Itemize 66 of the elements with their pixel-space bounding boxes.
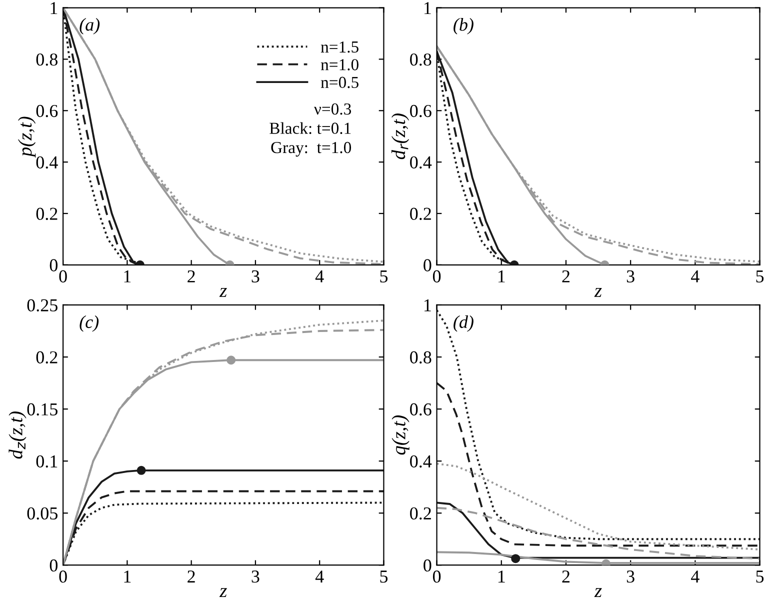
annotation: (a) [80, 18, 100, 34]
x-tick-label: 3 [626, 270, 634, 282]
x-tick-label: 3 [252, 570, 260, 583]
x-tick-label: 0 [432, 270, 441, 282]
x-tick-label: 5 [380, 270, 388, 282]
x-tick-label: 1 [498, 270, 505, 282]
y-tick-label: 0.4 [410, 455, 432, 468]
x-tick-label: 2 [562, 270, 570, 282]
y-tick-label: 0.6 [410, 403, 432, 416]
legend-label: n=1.0 [320, 59, 358, 70]
y-tick-label: 1 [50, 2, 58, 14]
x-axis-title: z [219, 588, 227, 598]
y-tick-label: 0 [50, 559, 58, 572]
y-axis-title: q(z,t) [392, 415, 410, 455]
x-tick-label: 4 [315, 270, 324, 282]
x-tick-label: 2 [562, 570, 570, 582]
x-tick-label: 5 [756, 270, 764, 282]
y-tick-label: 0.8 [410, 351, 432, 364]
y-tick-label: 1 [424, 299, 431, 312]
y-tick-label: 0.4 [410, 156, 432, 169]
y-tick-label: 0.8 [410, 53, 432, 66]
x-axis-title: z [594, 288, 602, 297]
y-tick-label: 0.6 [36, 104, 58, 118]
y-tick-label: 0.2 [410, 507, 431, 520]
x-tick-label: 1 [498, 570, 505, 582]
x-tick-label: 1 [124, 570, 131, 582]
x-tick-label: 3 [626, 570, 634, 583]
y-axis-title: d$_{r}$(z,t) [391, 114, 410, 160]
y-tick-label: 0.2 [36, 208, 58, 220]
x-tick-label: 5 [380, 570, 388, 583]
annotation: Gray: t=1.0 [271, 142, 352, 157]
y-tick-label: 0 [424, 259, 432, 272]
annotation: Black: t=0.1 [270, 122, 351, 134]
legend-label: n=1.5 [320, 41, 358, 53]
y-tick-label: 0.2 [410, 208, 431, 220]
y-tick-label: 0.15 [27, 403, 58, 416]
x-tick-label: 3 [252, 270, 260, 282]
x-tick-label: 2 [188, 570, 195, 582]
y-tick-label: 0 [424, 559, 432, 572]
y-tick-label: 0.05 [27, 507, 58, 520]
x-tick-label: 4 [691, 270, 700, 282]
x-tick-label: 1 [124, 270, 131, 282]
y-axis-title: d$_{z}$(z,t) [8, 411, 26, 459]
y-tick-label: 0 [50, 259, 58, 272]
y-tick-label: 0.6 [410, 104, 432, 118]
x-tick-label: 4 [315, 570, 324, 582]
y-axis-title: p(z,t) [18, 116, 36, 158]
annotation: (c) [80, 315, 99, 332]
x-tick-label: 2 [188, 270, 195, 282]
y-tick-label: 1 [424, 2, 431, 14]
y-tick-label: 0.25 [27, 299, 58, 312]
x-tick-label: 0 [59, 570, 67, 583]
y-tick-label: 0.2 [36, 351, 58, 364]
annotation: (d) [454, 315, 474, 332]
y-tick-label: 0.8 [36, 53, 58, 66]
x-tick-label: 5 [756, 570, 764, 583]
legend-label: n=0.5 [320, 76, 358, 88]
annotation: ν=0.3 [314, 103, 352, 115]
x-tick-label: 0 [59, 270, 67, 282]
annotation: (b) [454, 18, 474, 34]
x-tick-label: 4 [691, 570, 700, 582]
y-tick-label: 0.4 [36, 156, 58, 169]
x-tick-label: 0 [432, 570, 441, 583]
x-axis-title: z [594, 588, 602, 598]
y-tick-label: 0.1 [36, 455, 58, 468]
x-axis-title: z [219, 288, 227, 297]
